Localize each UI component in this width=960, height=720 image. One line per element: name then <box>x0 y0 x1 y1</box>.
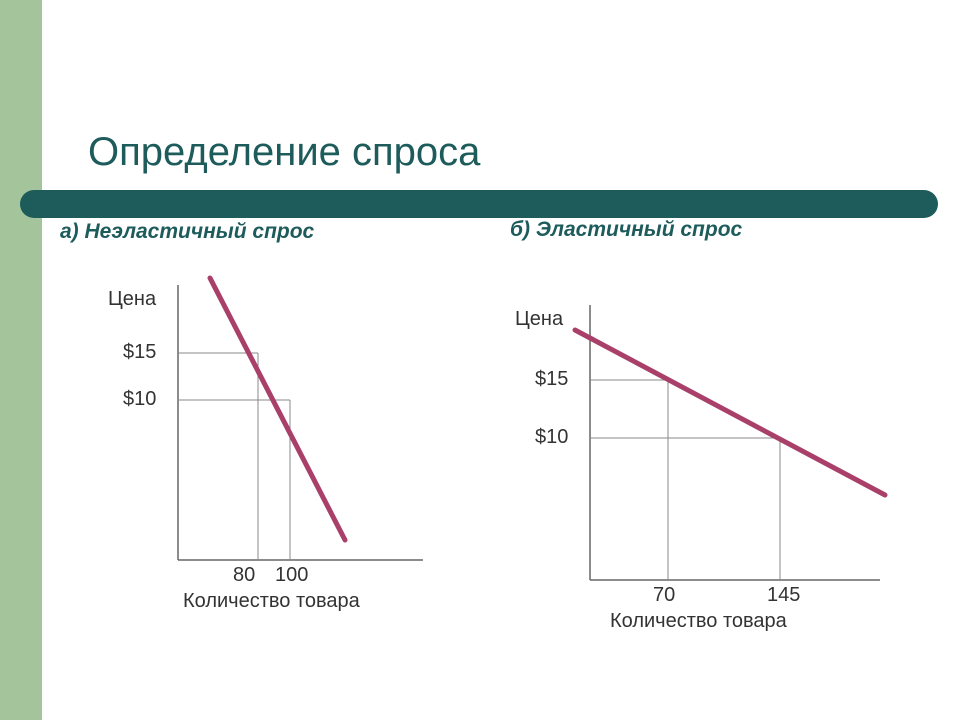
chart-b-ytick-0: $15 <box>535 368 568 391</box>
chart-b-x-label: Количество товара <box>610 610 787 633</box>
chart-a-y-label: Цена <box>108 288 156 311</box>
chart-b-xtick-1: 145 <box>767 584 800 607</box>
chart-a-xtick-1: 100 <box>275 564 308 587</box>
chart-b-ytick-1: $10 <box>535 426 568 449</box>
chart-a-x-label: Количество товара <box>183 590 360 613</box>
chart-a-ytick-1: $10 <box>123 388 156 411</box>
chart-b-y-label: Цена <box>515 308 563 331</box>
chart-a-ytick-0: $15 <box>123 341 156 364</box>
chart-b-xtick-0: 70 <box>653 584 675 607</box>
chart-a-xtick-0: 80 <box>233 564 255 587</box>
